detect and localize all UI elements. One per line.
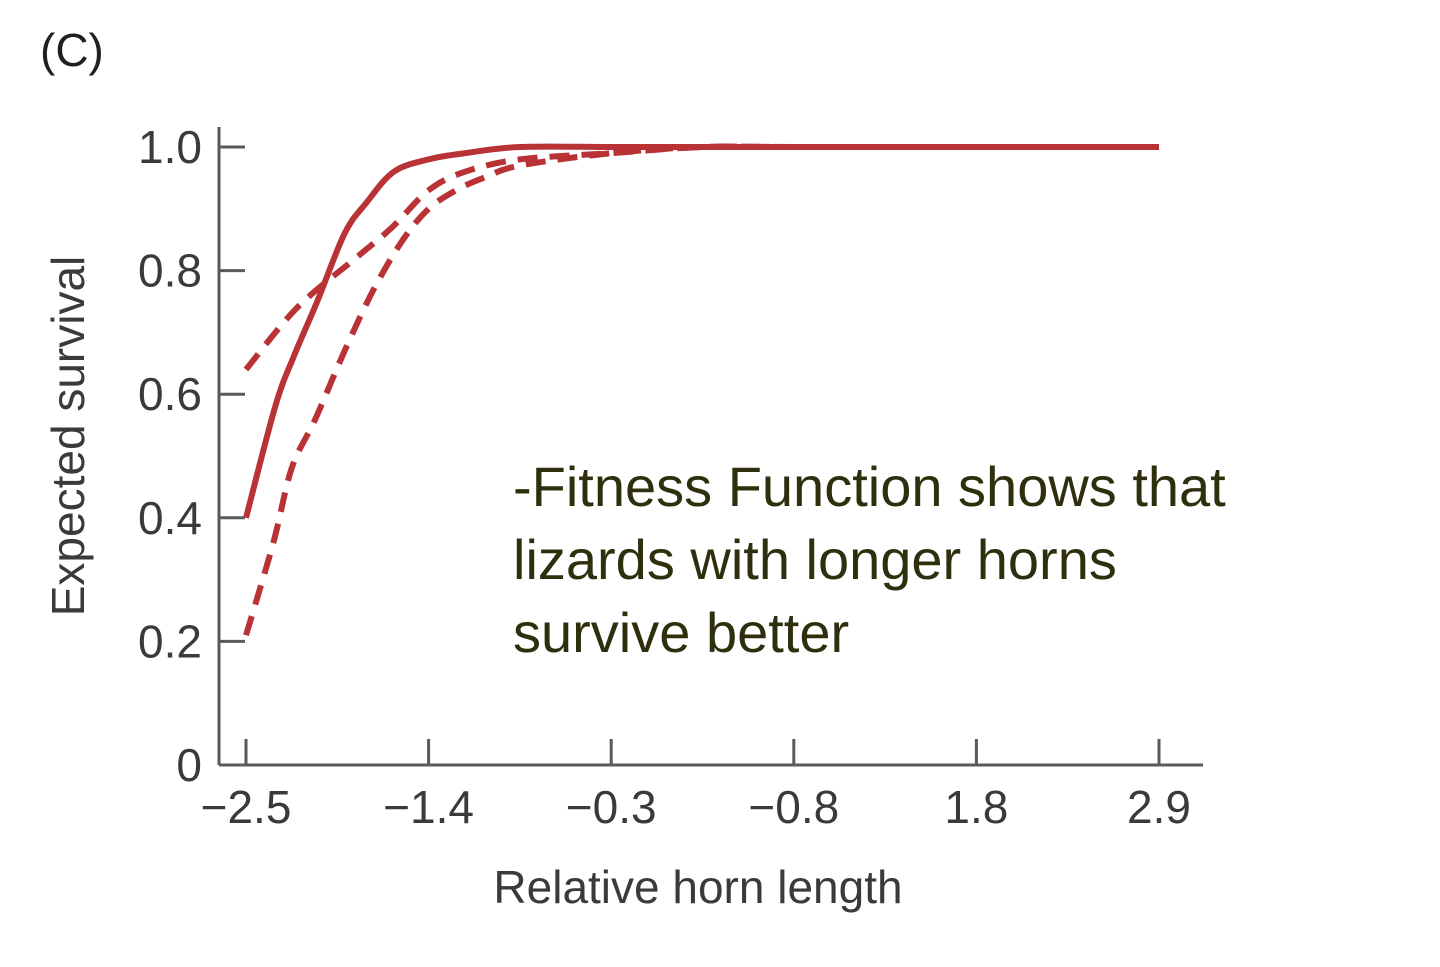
y-tick-label: 1.0 [138, 121, 202, 173]
x-tick-label: −1.4 [383, 781, 474, 833]
x-tick-label: −2.5 [201, 781, 292, 833]
survival-curves [243, 143, 1159, 637]
panel-label: (C) [40, 24, 104, 76]
y-tick-label: 0.8 [138, 245, 202, 297]
annotation-line-3: survive better [513, 601, 849, 664]
x-tick-label: 2.9 [1127, 781, 1191, 833]
annotation: -Fitness Function shows that lizards wit… [513, 455, 1226, 664]
x-tick-label: −0.8 [748, 781, 839, 833]
x-axis-title: Relative horn length [493, 861, 902, 913]
fitness-curve-dashed [243, 143, 1159, 637]
y-axis-title: Expected survival [42, 256, 94, 617]
annotation-line-1: -Fitness Function shows that [513, 455, 1226, 518]
y-tick-label: 0.2 [138, 615, 202, 667]
y-tick-label: 0.6 [138, 368, 202, 420]
y-axis-ticks: 0 0.2 0.4 0.6 0.8 1.0 [138, 121, 245, 791]
x-tick-label: −0.3 [566, 781, 657, 833]
x-axis-ticks: −2.5 −1.4 −0.3 −0.8 1.8 2.9 [201, 739, 1191, 833]
plot-area: 0 0.2 0.4 0.6 0.8 1.0 −2.5 −1.4 −0.3 −0.8 1.8 2.9 [138, 121, 1203, 833]
x-tick-label: 1.8 [944, 781, 1008, 833]
annotation-line-2: lizards with longer horns [513, 528, 1117, 591]
y-tick-label: 0 [176, 739, 202, 791]
y-tick-label: 0.4 [138, 492, 202, 544]
